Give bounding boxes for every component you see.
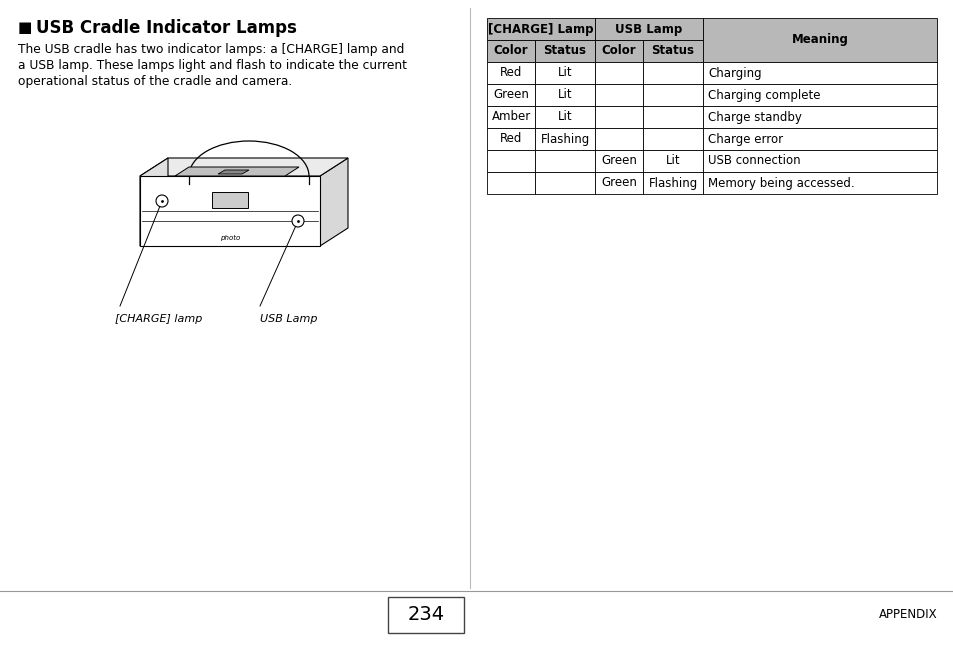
FancyBboxPatch shape	[642, 62, 702, 84]
FancyBboxPatch shape	[486, 172, 535, 194]
Text: Charge error: Charge error	[707, 132, 782, 145]
FancyBboxPatch shape	[535, 84, 595, 106]
Text: Amber: Amber	[491, 110, 530, 123]
Polygon shape	[319, 158, 348, 246]
Text: USB Lamp: USB Lamp	[260, 314, 317, 324]
Text: USB Cradle Indicator Lamps: USB Cradle Indicator Lamps	[36, 19, 296, 37]
Polygon shape	[140, 158, 168, 246]
FancyBboxPatch shape	[595, 106, 642, 128]
FancyBboxPatch shape	[535, 106, 595, 128]
Text: Charging: Charging	[707, 67, 760, 79]
FancyBboxPatch shape	[702, 84, 936, 106]
Text: Charging complete: Charging complete	[707, 89, 820, 101]
Text: Red: Red	[499, 132, 521, 145]
Text: Color: Color	[601, 45, 636, 57]
Text: a USB lamp. These lamps light and flash to indicate the current: a USB lamp. These lamps light and flash …	[18, 59, 407, 72]
Circle shape	[156, 195, 168, 207]
Polygon shape	[174, 167, 298, 176]
Text: 234: 234	[407, 605, 444, 625]
FancyBboxPatch shape	[595, 18, 702, 40]
FancyBboxPatch shape	[535, 150, 595, 172]
FancyBboxPatch shape	[642, 172, 702, 194]
Text: Flashing: Flashing	[540, 132, 589, 145]
Text: Green: Green	[600, 176, 637, 189]
FancyBboxPatch shape	[486, 62, 535, 84]
FancyBboxPatch shape	[595, 128, 642, 150]
Text: APPENDIX: APPENDIX	[879, 609, 937, 621]
Text: Lit: Lit	[558, 110, 572, 123]
Text: Status: Status	[651, 45, 694, 57]
FancyBboxPatch shape	[486, 106, 535, 128]
Text: Charge standby: Charge standby	[707, 110, 801, 123]
FancyBboxPatch shape	[486, 40, 535, 62]
Text: Color: Color	[494, 45, 528, 57]
FancyBboxPatch shape	[642, 128, 702, 150]
FancyBboxPatch shape	[486, 84, 535, 106]
Text: Meaning: Meaning	[791, 34, 847, 47]
FancyBboxPatch shape	[486, 18, 595, 40]
FancyBboxPatch shape	[595, 150, 642, 172]
Text: [CHARGE] lamp: [CHARGE] lamp	[115, 314, 202, 324]
FancyBboxPatch shape	[642, 150, 702, 172]
FancyBboxPatch shape	[702, 128, 936, 150]
Text: operational status of the cradle and camera.: operational status of the cradle and cam…	[18, 74, 292, 87]
FancyBboxPatch shape	[535, 40, 595, 62]
FancyBboxPatch shape	[702, 62, 936, 84]
Text: photo: photo	[219, 235, 240, 241]
Text: Lit: Lit	[558, 89, 572, 101]
Text: Lit: Lit	[665, 154, 679, 167]
Circle shape	[292, 215, 304, 227]
Text: Green: Green	[493, 89, 529, 101]
Text: The USB cradle has two indicator lamps: a [CHARGE] lamp and: The USB cradle has two indicator lamps: …	[18, 43, 404, 56]
FancyBboxPatch shape	[702, 150, 936, 172]
Polygon shape	[140, 176, 319, 246]
Text: ■: ■	[18, 21, 32, 36]
FancyBboxPatch shape	[535, 128, 595, 150]
Polygon shape	[218, 170, 249, 174]
FancyBboxPatch shape	[595, 84, 642, 106]
Text: Green: Green	[600, 154, 637, 167]
Text: [CHARGE] Lamp: [CHARGE] Lamp	[488, 23, 593, 36]
FancyBboxPatch shape	[702, 106, 936, 128]
Text: Lit: Lit	[558, 67, 572, 79]
FancyBboxPatch shape	[595, 62, 642, 84]
Text: Red: Red	[499, 67, 521, 79]
FancyBboxPatch shape	[642, 40, 702, 62]
Text: Status: Status	[543, 45, 586, 57]
FancyBboxPatch shape	[642, 106, 702, 128]
Text: USB connection: USB connection	[707, 154, 800, 167]
Text: USB Lamp: USB Lamp	[615, 23, 682, 36]
FancyBboxPatch shape	[486, 128, 535, 150]
FancyBboxPatch shape	[702, 172, 936, 194]
FancyBboxPatch shape	[595, 172, 642, 194]
FancyBboxPatch shape	[535, 62, 595, 84]
Text: Flashing: Flashing	[648, 176, 697, 189]
FancyBboxPatch shape	[212, 192, 248, 208]
FancyBboxPatch shape	[388, 597, 463, 633]
FancyBboxPatch shape	[702, 18, 936, 62]
FancyBboxPatch shape	[642, 84, 702, 106]
Polygon shape	[140, 158, 348, 176]
FancyBboxPatch shape	[535, 172, 595, 194]
Text: Memory being accessed.: Memory being accessed.	[707, 176, 854, 189]
FancyBboxPatch shape	[486, 150, 535, 172]
FancyBboxPatch shape	[595, 40, 642, 62]
